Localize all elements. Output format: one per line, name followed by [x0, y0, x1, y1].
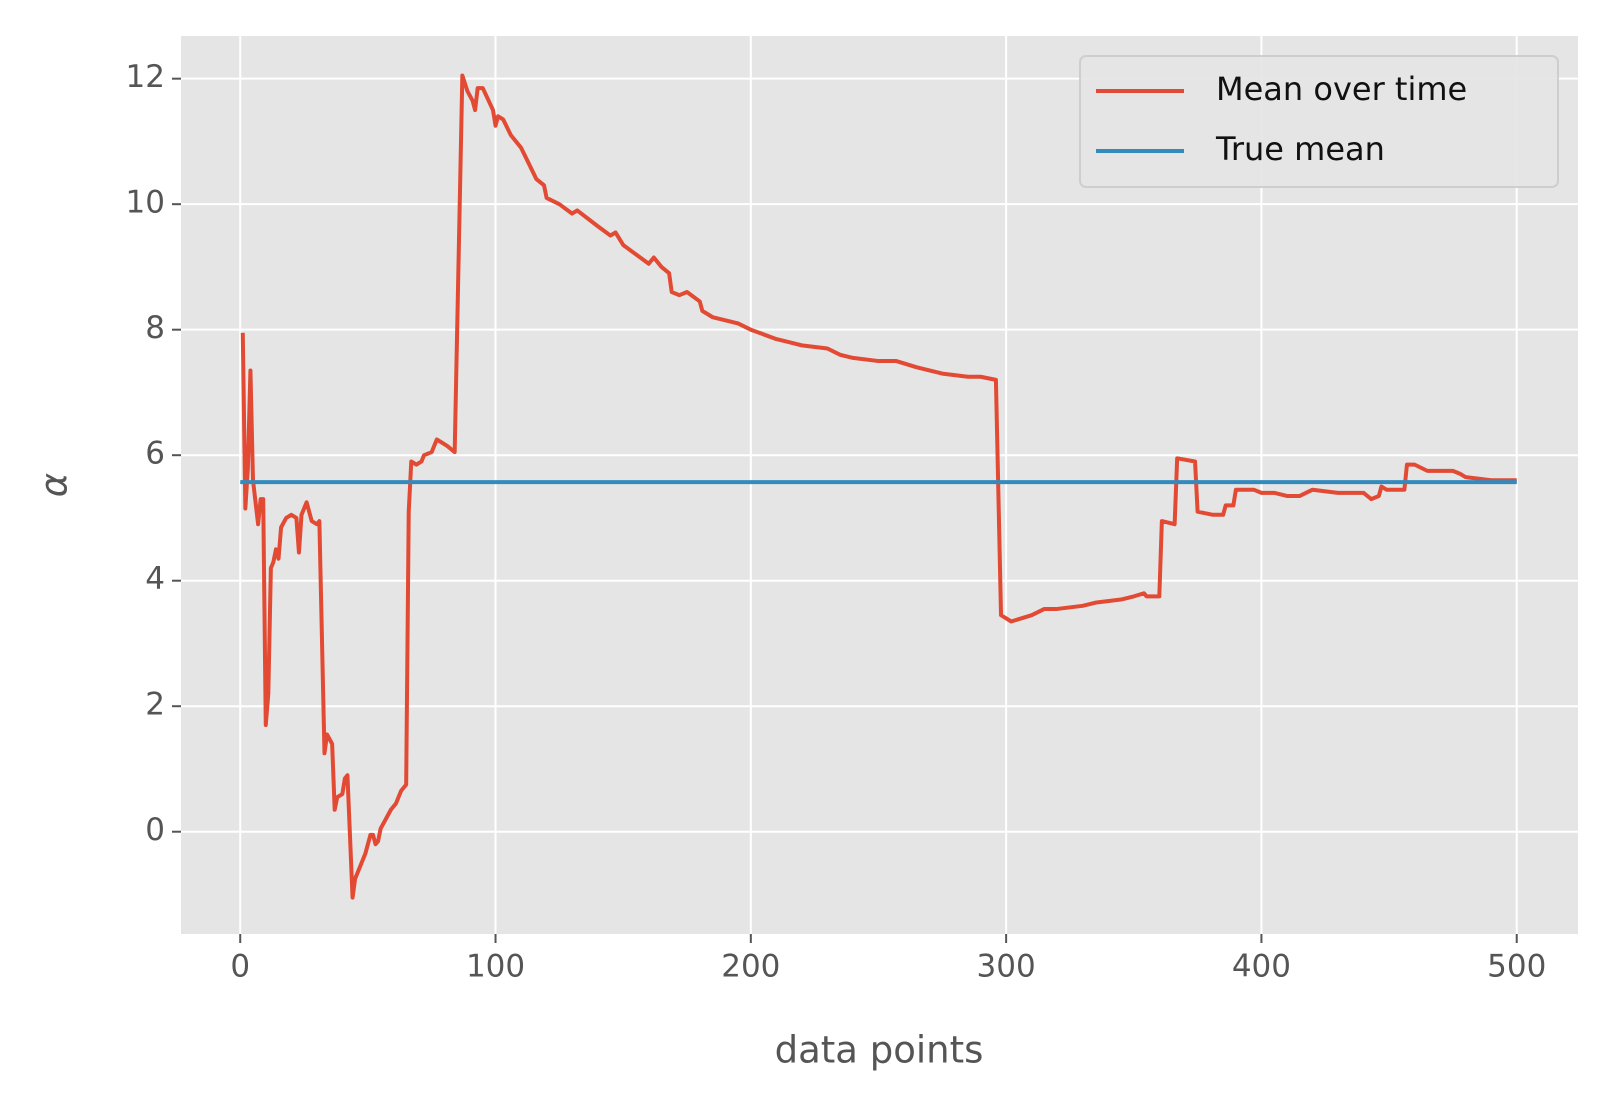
x-tick-label: 200	[721, 949, 780, 985]
legend-label: True mean	[1215, 130, 1385, 168]
data-line	[240, 73, 1517, 900]
y-tick-label: 12	[126, 59, 165, 95]
y-tick-label: 0	[145, 812, 165, 848]
y-tick-label: 4	[145, 561, 165, 597]
x-tick-label: 300	[977, 949, 1036, 985]
legend-box	[1079, 55, 1559, 188]
y-tick-label: 6	[145, 436, 165, 472]
x-axis-label: data points	[775, 1029, 984, 1072]
x-tick-label: 400	[1232, 949, 1291, 985]
y-tick-label: 2	[145, 687, 165, 723]
x-tick-label: 500	[1487, 949, 1546, 985]
y-axis-label: α	[33, 473, 76, 497]
x-tick-label: 100	[466, 949, 525, 985]
legend-label: Mean over time	[1216, 70, 1467, 108]
x-tick-label: 0	[230, 949, 250, 985]
y-tick-label: 8	[145, 310, 165, 346]
y-tick-label: 10	[126, 185, 165, 221]
